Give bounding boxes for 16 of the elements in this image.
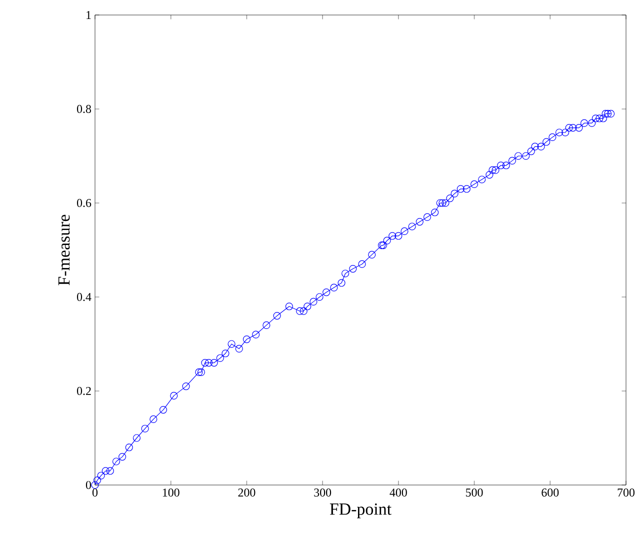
x-axis-title: FD-point: [330, 503, 392, 518]
y-axis-title: F-measure: [58, 214, 70, 286]
x-tick-label: 600: [542, 488, 559, 497]
y-tick-label: 0.2: [76, 386, 91, 396]
x-tick-label: 500: [466, 488, 483, 497]
y-tick-label: 0.8: [76, 104, 92, 114]
x-tick-label: 700: [618, 488, 635, 497]
y-tick-label: 1: [86, 11, 91, 19]
x-tick-label: 100: [162, 488, 180, 497]
x-tick-label: 200: [238, 488, 256, 497]
y-tick-label: 0: [86, 480, 92, 490]
x-tick-label: 0: [92, 488, 98, 497]
x-tick-label: 300: [314, 488, 332, 497]
x-tick-label: 400: [390, 488, 407, 497]
y-tick-label: 0.6: [76, 198, 92, 208]
y-tick-label: 0.4: [76, 292, 92, 302]
